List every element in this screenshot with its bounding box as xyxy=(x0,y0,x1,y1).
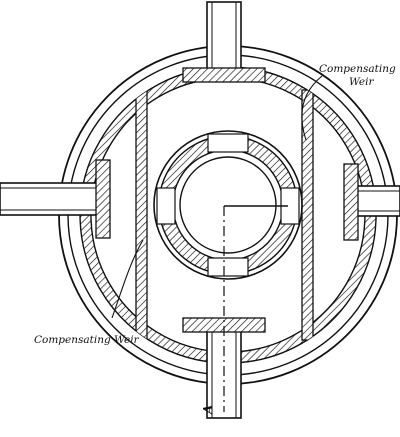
port-top xyxy=(207,133,249,153)
inner-chamber-outer xyxy=(153,130,303,280)
port-bottom xyxy=(207,257,249,277)
label-weir-top-line2: Weir xyxy=(349,76,375,88)
left-weir-wall xyxy=(135,89,148,341)
right-pipe xyxy=(343,163,400,241)
inner-bore xyxy=(179,156,277,254)
label-weir-top-line1: Compensating xyxy=(319,63,396,75)
section-line xyxy=(223,205,288,412)
right-weir-wall xyxy=(301,89,314,341)
port-left xyxy=(156,187,176,225)
label-weir-bottom: Compensating Weir xyxy=(34,334,140,346)
leader-bottom-weir xyxy=(111,239,144,319)
top-pipe xyxy=(182,1,266,83)
leader-top-weir xyxy=(301,75,323,141)
left-pipe xyxy=(0,159,111,239)
label-section-a: A xyxy=(201,405,215,415)
